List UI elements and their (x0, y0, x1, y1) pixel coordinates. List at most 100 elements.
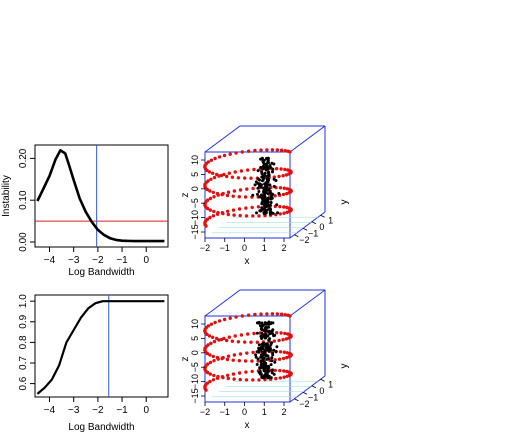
cluster-point (270, 161, 274, 165)
helix-point (251, 350, 255, 355)
cluster-point (268, 337, 271, 341)
cluster-point (266, 175, 270, 179)
helix-point (231, 208, 236, 212)
helix-point (237, 207, 242, 211)
helix-point (238, 352, 243, 356)
x-tick-label: −2 (92, 405, 104, 416)
helix-point (205, 187, 209, 192)
helix-point (232, 353, 237, 357)
helix-point (281, 174, 285, 178)
helix-point (283, 167, 287, 172)
cluster-point (260, 331, 264, 335)
helix-point (233, 334, 237, 338)
cluster-point (251, 193, 255, 197)
helix-point (282, 369, 286, 373)
cluster-point (270, 356, 274, 360)
cluster-point (263, 373, 267, 377)
y-tick-label: 0.6 (18, 376, 29, 390)
helix-point (217, 155, 222, 159)
x-tick-label: −1 (116, 255, 128, 266)
helix-point (237, 195, 241, 199)
helix-point (250, 369, 254, 374)
helix-point (270, 148, 275, 152)
helix-point (239, 333, 244, 337)
helix-point (216, 193, 220, 197)
cluster-point (266, 192, 270, 196)
helix-point (281, 338, 285, 342)
helix-point (205, 370, 210, 375)
helix-point (273, 194, 277, 198)
helix-point (238, 213, 242, 218)
cluster-point (269, 192, 273, 195)
helix-point (285, 369, 289, 374)
x-tick-label: 1 (262, 243, 267, 253)
helix-point (252, 331, 256, 336)
stability-curve (36, 300, 165, 395)
helix-point (211, 378, 216, 382)
helix-point (250, 359, 254, 363)
stability-plot: −4 −3 −2 −1 0 0.6 0.7 0.8 0.9 1.0 Log Bandwidth (18, 294, 169, 433)
cluster-point (260, 375, 264, 379)
x-tick-label: −4 (44, 255, 56, 266)
cluster-point (257, 370, 261, 374)
cluster-point (271, 353, 275, 357)
helix-point (279, 167, 283, 171)
cluster-point (267, 178, 271, 181)
helix-point (217, 319, 222, 323)
cluster-point (268, 183, 272, 187)
x-tick-label: −3 (68, 255, 80, 266)
helix-point (231, 358, 235, 362)
helix-point (228, 152, 232, 156)
helix-point (208, 196, 213, 201)
cluster-point (270, 371, 274, 375)
cluster-point (269, 197, 273, 201)
y-tick (302, 391, 308, 395)
helix-point (221, 355, 225, 360)
helix-point (240, 150, 244, 154)
helix-point (252, 167, 256, 172)
cluster-point (275, 203, 279, 207)
helix-point (236, 176, 241, 180)
helix-point (226, 190, 231, 194)
cluster-point (254, 353, 258, 357)
helix-point (222, 172, 226, 177)
cluster-point (277, 192, 281, 195)
helix-point (279, 331, 283, 335)
cluster-point (266, 343, 269, 346)
cluster-point (266, 347, 270, 351)
y-tick-label: 1 (328, 215, 333, 225)
helix-point (257, 214, 261, 218)
x-axis-label: x (245, 256, 250, 267)
cluster-point (260, 321, 264, 325)
z-tick-label: 10 (190, 155, 200, 165)
helix-point (226, 354, 231, 358)
cluster-point (264, 198, 268, 202)
helix-point (239, 169, 244, 173)
z-tick-label: 0 (190, 350, 200, 355)
helix-point (281, 356, 286, 361)
cluster-point (266, 167, 270, 171)
x-tick-label: −1 (220, 407, 230, 417)
helix-point (285, 187, 289, 191)
helix-point (283, 331, 287, 336)
cluster-point (263, 342, 267, 346)
helix-point (243, 195, 248, 199)
cluster-point (266, 322, 270, 326)
helix-point (246, 332, 250, 336)
helix-point (259, 312, 263, 316)
helix-point (208, 360, 213, 365)
cluster-point (258, 182, 262, 186)
cluster-point (261, 197, 265, 201)
helix-point (279, 148, 284, 152)
helix-point (225, 174, 229, 179)
helix-point (217, 338, 221, 342)
helix-point (234, 151, 238, 155)
helix-point (234, 315, 238, 319)
cluster-point (268, 212, 272, 216)
cluster-point (260, 172, 264, 176)
y-axis-label: y (339, 200, 350, 205)
helix-point (208, 372, 212, 376)
helix-point (238, 377, 242, 382)
